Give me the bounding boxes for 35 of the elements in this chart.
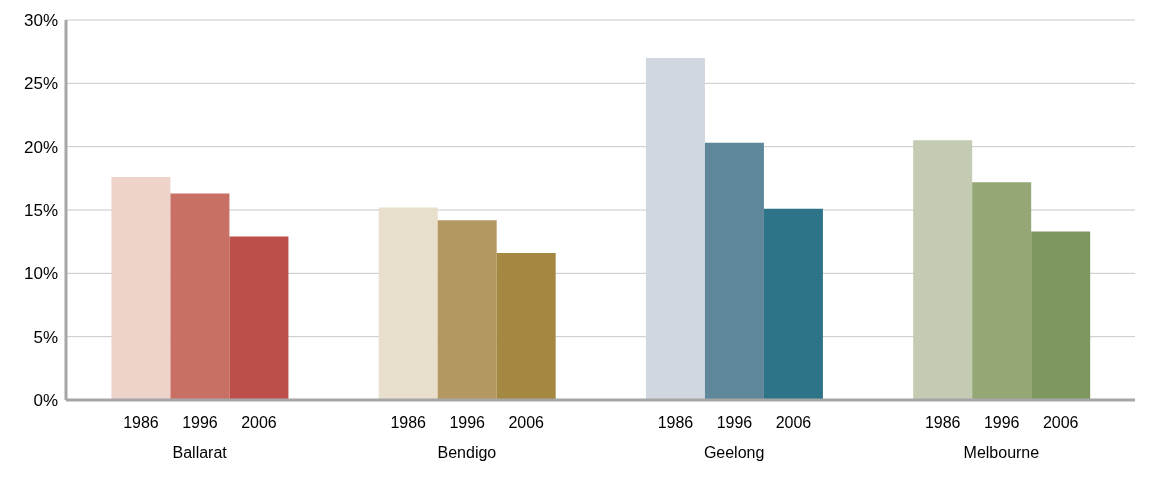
series-label: 1986 bbox=[123, 414, 159, 431]
bar bbox=[972, 182, 1032, 400]
bar bbox=[645, 58, 705, 400]
x-tick-label: Melbourne bbox=[963, 444, 1040, 461]
y-tick-label: 0% bbox=[33, 391, 58, 411]
series-label: 2006 bbox=[241, 414, 277, 431]
bar bbox=[496, 253, 556, 400]
text: 1996 bbox=[716, 414, 753, 431]
y-tick-label: 25% bbox=[23, 74, 58, 94]
bar bbox=[111, 177, 171, 400]
text: 2006 bbox=[1042, 414, 1079, 431]
series-label: 1996 bbox=[182, 414, 218, 431]
y-tick-label: 20% bbox=[23, 137, 58, 157]
text: 1996 bbox=[983, 414, 1020, 431]
text: 1996 bbox=[449, 414, 485, 431]
bar bbox=[1031, 231, 1091, 400]
y-tick-label: 5% bbox=[33, 327, 58, 347]
y-tick-label: 10% bbox=[23, 264, 58, 284]
text: 1986 bbox=[924, 414, 961, 431]
x-tick-label: Ballarat bbox=[172, 444, 228, 461]
bar bbox=[229, 236, 289, 400]
y-tick-label: 15% bbox=[23, 201, 58, 221]
y-tick-label: 30% bbox=[23, 11, 58, 31]
bar bbox=[378, 207, 438, 400]
text: 1986 bbox=[390, 414, 426, 431]
bar bbox=[170, 193, 230, 400]
bar bbox=[704, 142, 764, 400]
x-tick-label: Geelong bbox=[703, 444, 765, 461]
text: 2006 bbox=[508, 414, 544, 431]
text: 1986 bbox=[657, 414, 694, 431]
bar bbox=[913, 140, 973, 400]
x-tick-label: Bendigo bbox=[437, 444, 497, 461]
text: 2006 bbox=[775, 414, 812, 431]
bar bbox=[437, 220, 497, 400]
bar bbox=[763, 208, 823, 400]
